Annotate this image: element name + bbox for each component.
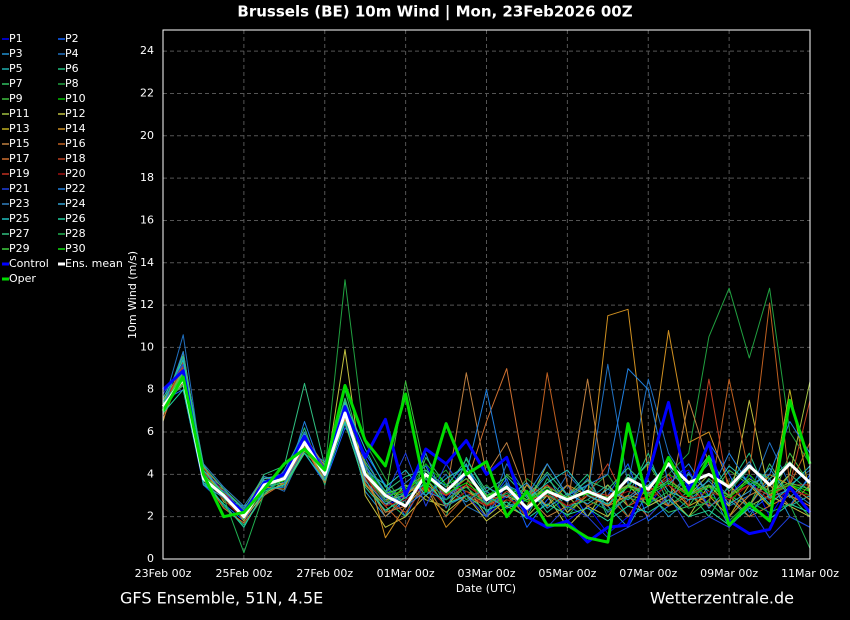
legend-label: P30	[65, 242, 86, 255]
legend-label: P21	[9, 182, 30, 195]
legend-label: P26	[65, 212, 86, 225]
legend-label: P2	[65, 32, 79, 45]
source-label: GFS Ensemble, 51N, 4.5E	[120, 589, 323, 608]
y-tick-label: 4	[147, 467, 154, 480]
legend-label: P12	[65, 107, 86, 120]
y-tick-label: 2	[147, 510, 154, 523]
series-line	[161, 375, 812, 544]
legend-label: P10	[65, 92, 86, 105]
y-tick-label: 16	[140, 213, 154, 226]
x-tick-label: 09Mar 00z	[700, 567, 758, 580]
y-tick-label: 0	[147, 552, 154, 565]
chart-title: Brussels (BE) 10m Wind | Mon, 23Feb2026 …	[237, 3, 632, 22]
legend-label: P22	[65, 182, 86, 195]
series-line	[162, 380, 811, 554]
legend-label: Control	[9, 257, 49, 270]
x-tick-label: 07Mar 00z	[619, 567, 677, 580]
legend-label: P8	[65, 77, 79, 90]
x-tick-label: 11Mar 00z	[781, 567, 839, 580]
legend-label: P16	[65, 137, 86, 150]
y-tick-label: 22	[140, 86, 154, 99]
legend-label: P23	[9, 197, 30, 210]
y-tick-label: 10	[140, 340, 154, 353]
site-label: Wetterzentrale.de	[650, 589, 794, 608]
legend-label: P24	[65, 197, 86, 210]
legend-label: P7	[9, 77, 23, 90]
series-line	[162, 368, 811, 524]
y-tick-label: 20	[140, 129, 154, 142]
x-tick-label: 25Feb 00z	[216, 567, 273, 580]
legend-label: P18	[65, 152, 86, 165]
legend-label: P25	[9, 212, 30, 225]
legend-label: P20	[65, 167, 86, 180]
series-line	[162, 355, 811, 511]
x-tick-label: 03Mar 00z	[457, 567, 515, 580]
legend-label: P1	[9, 32, 23, 45]
legend-label: Ens. mean	[65, 257, 123, 270]
legend-label: P27	[9, 227, 30, 240]
x-tick-label: 27Feb 00z	[296, 567, 353, 580]
legend-label: P19	[9, 167, 30, 180]
legend-label: P3	[9, 47, 23, 60]
plot-frame	[162, 29, 811, 560]
x-axis-label: Date (UTC)	[456, 582, 516, 595]
y-tick-label: 8	[147, 383, 154, 396]
legend-label: P6	[65, 62, 79, 75]
legend-label: P14	[65, 122, 86, 135]
legend-label: P17	[9, 152, 30, 165]
legend-label: P5	[9, 62, 23, 75]
y-tick-label: 14	[140, 256, 154, 269]
y-tick-label: 18	[140, 171, 154, 184]
y-tick-label: 6	[147, 425, 154, 438]
y-tick-label: 24	[140, 44, 154, 57]
legend-label: P29	[9, 242, 30, 255]
legend-label: P11	[9, 107, 30, 120]
legend-label: P15	[9, 137, 30, 150]
x-tick-label: 05Mar 00z	[538, 567, 596, 580]
x-tick-label: 01Mar 00z	[377, 567, 435, 580]
y-axis-label: 10m Wind (m/s)	[126, 251, 139, 339]
legend-label: P28	[65, 227, 86, 240]
series-line	[162, 279, 811, 520]
x-tick-label: 23Feb 00z	[135, 567, 192, 580]
legend-label: Oper	[9, 272, 36, 285]
legend-label: P9	[9, 92, 23, 105]
legend-label: P4	[65, 47, 79, 60]
legend-label: P13	[9, 122, 30, 135]
series-line	[162, 389, 811, 528]
y-tick-label: 12	[140, 298, 154, 311]
